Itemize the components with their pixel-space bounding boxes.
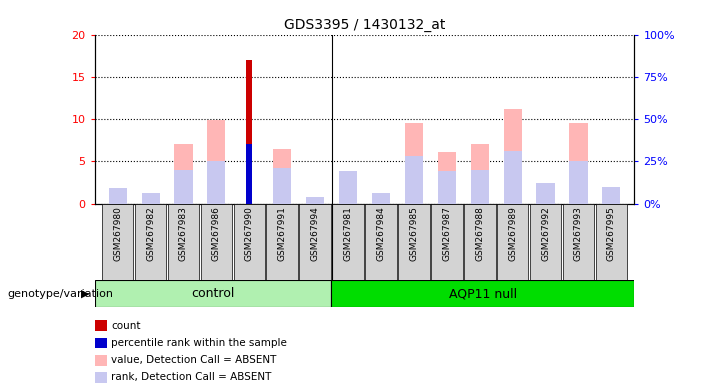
Text: GSM267993: GSM267993 xyxy=(574,206,583,261)
Bar xyxy=(464,204,496,280)
Bar xyxy=(437,152,456,204)
Bar xyxy=(431,204,463,280)
Bar xyxy=(332,204,364,280)
Bar xyxy=(95,280,331,307)
Bar xyxy=(109,201,127,204)
Bar xyxy=(470,170,489,204)
Bar xyxy=(246,60,252,204)
Text: GSM267987: GSM267987 xyxy=(442,206,451,261)
Bar xyxy=(339,171,357,204)
Text: GSM267980: GSM267980 xyxy=(113,206,122,261)
Bar xyxy=(142,194,160,204)
Bar xyxy=(168,204,199,280)
Bar xyxy=(200,204,232,280)
Text: GSM267982: GSM267982 xyxy=(146,206,155,261)
Bar xyxy=(273,168,292,204)
Bar xyxy=(246,144,252,204)
Text: GSM267983: GSM267983 xyxy=(179,206,188,261)
Bar xyxy=(372,194,390,204)
Bar xyxy=(470,144,489,204)
Bar xyxy=(299,204,331,280)
Title: GDS3395 / 1430132_at: GDS3395 / 1430132_at xyxy=(284,18,445,32)
Text: genotype/variation: genotype/variation xyxy=(7,289,113,299)
Bar xyxy=(602,187,620,204)
Bar xyxy=(233,204,265,280)
Bar xyxy=(563,204,594,280)
Bar xyxy=(437,171,456,204)
Bar xyxy=(339,180,357,204)
Bar xyxy=(135,204,166,280)
Text: control: control xyxy=(191,287,234,300)
Bar xyxy=(405,156,423,204)
Text: GSM267991: GSM267991 xyxy=(278,206,287,261)
Bar xyxy=(503,109,522,204)
Bar xyxy=(497,204,529,280)
Bar xyxy=(142,194,160,204)
Bar xyxy=(365,204,397,280)
Text: rank, Detection Call = ABSENT: rank, Detection Call = ABSENT xyxy=(111,372,272,382)
Bar xyxy=(175,144,193,204)
Bar xyxy=(536,183,554,204)
Text: GSM267984: GSM267984 xyxy=(376,206,386,261)
Bar xyxy=(109,188,127,204)
Bar xyxy=(503,151,522,204)
Text: GSM267981: GSM267981 xyxy=(343,206,353,261)
Text: GSM267985: GSM267985 xyxy=(409,206,418,261)
Bar xyxy=(102,204,133,280)
Bar xyxy=(266,204,298,280)
Text: percentile rank within the sample: percentile rank within the sample xyxy=(111,338,287,348)
Bar xyxy=(569,161,587,204)
Text: ▶: ▶ xyxy=(81,289,90,299)
Bar xyxy=(273,149,292,204)
Bar xyxy=(331,280,634,307)
Text: GSM267994: GSM267994 xyxy=(311,206,320,261)
Bar xyxy=(569,123,587,204)
Text: GSM267992: GSM267992 xyxy=(541,206,550,261)
Text: count: count xyxy=(111,321,141,331)
Bar xyxy=(596,204,627,280)
Bar xyxy=(530,204,562,280)
Bar xyxy=(405,123,423,204)
Bar xyxy=(207,120,226,204)
Text: GSM267995: GSM267995 xyxy=(607,206,616,261)
Text: GSM267988: GSM267988 xyxy=(475,206,484,261)
Bar xyxy=(372,194,390,204)
Text: GSM267986: GSM267986 xyxy=(212,206,221,261)
Text: value, Detection Call = ABSENT: value, Detection Call = ABSENT xyxy=(111,355,277,365)
Bar xyxy=(398,204,430,280)
Bar xyxy=(175,170,193,204)
Text: GSM267990: GSM267990 xyxy=(245,206,254,261)
Bar xyxy=(306,197,324,204)
Text: AQP11 null: AQP11 null xyxy=(449,287,517,300)
Text: GSM267989: GSM267989 xyxy=(508,206,517,261)
Bar xyxy=(207,161,226,204)
